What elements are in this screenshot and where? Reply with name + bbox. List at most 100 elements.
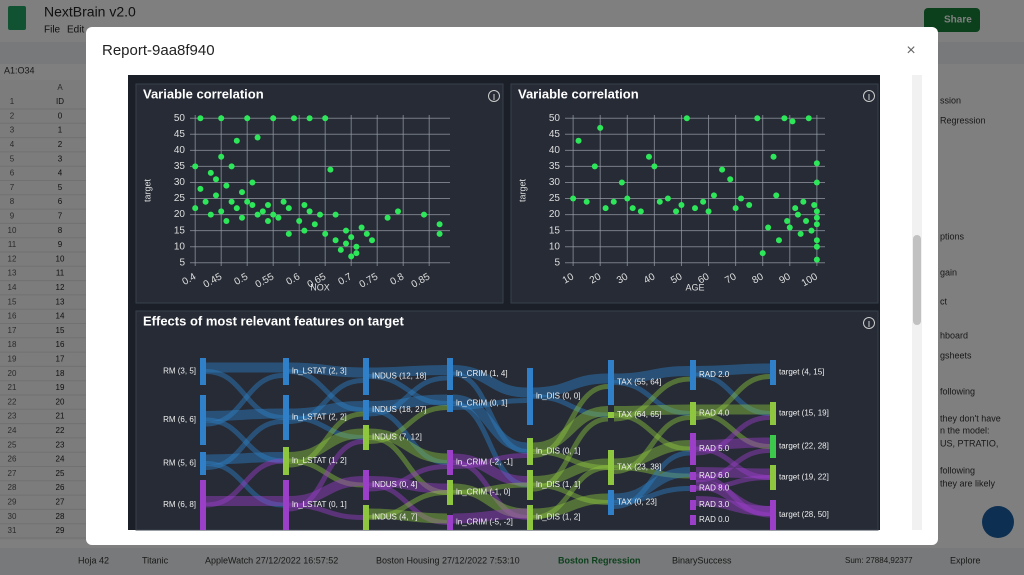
point xyxy=(813,221,820,228)
point xyxy=(645,153,652,160)
point xyxy=(678,201,685,208)
point xyxy=(575,137,582,144)
point xyxy=(207,169,214,176)
point xyxy=(228,198,235,205)
point xyxy=(244,115,251,122)
y-tick-label: 20 xyxy=(174,209,186,220)
point xyxy=(337,246,344,253)
point xyxy=(754,115,761,122)
sankey-node xyxy=(608,450,614,485)
info-icon[interactable] xyxy=(863,317,875,329)
sankey-link xyxy=(288,411,364,468)
sankey-link xyxy=(288,439,364,512)
sankey-node xyxy=(770,500,776,530)
x-tick-label: 40 xyxy=(642,271,658,286)
sankey-link xyxy=(288,401,364,419)
y-tick-label: 30 xyxy=(174,177,186,188)
y-tick-label: 25 xyxy=(549,193,561,204)
point xyxy=(805,115,812,122)
point xyxy=(275,214,282,221)
sankey-label: RAD 8.0 xyxy=(699,484,730,493)
sankey-node xyxy=(690,472,696,480)
sankey-node xyxy=(770,465,776,490)
point xyxy=(811,201,818,208)
sankey-label: RM (6, 6] xyxy=(163,415,196,424)
sankey-link xyxy=(695,411,771,449)
point xyxy=(207,211,214,218)
sankey-node xyxy=(770,435,776,458)
point xyxy=(285,230,292,237)
sankey-link xyxy=(368,405,448,444)
point xyxy=(384,214,391,221)
point xyxy=(800,198,807,205)
point xyxy=(789,118,796,125)
point xyxy=(322,230,329,237)
close-button[interactable]: × xyxy=(906,42,915,59)
x-tick-label: 50 xyxy=(669,271,685,286)
sankey-link xyxy=(205,417,284,464)
sankey-link xyxy=(368,490,448,520)
sankey-link xyxy=(613,412,691,452)
chart-title: Variable correlation xyxy=(518,86,639,101)
point xyxy=(213,176,219,183)
panel xyxy=(135,310,879,531)
x-tick-label: 90 xyxy=(777,271,793,286)
sankey-node xyxy=(200,395,206,445)
x-tick-label: 80 xyxy=(750,271,766,286)
y-tick-label: 20 xyxy=(549,209,561,220)
sankey-label: ln_LSTAT (2, 2] xyxy=(292,413,347,422)
sankey-label: RAD 4.0 xyxy=(699,409,730,418)
sankey-node xyxy=(608,360,614,405)
y-tick-label: 10 xyxy=(549,241,561,252)
sankey-node xyxy=(200,358,206,385)
point xyxy=(301,227,308,234)
panel xyxy=(135,83,504,304)
sankey-link xyxy=(613,440,691,469)
point xyxy=(786,224,793,231)
sankey-link xyxy=(695,374,771,420)
point xyxy=(436,221,443,228)
point xyxy=(348,253,355,260)
point xyxy=(602,205,609,212)
point xyxy=(223,182,230,189)
point xyxy=(421,211,427,218)
info-icon[interactable] xyxy=(863,90,875,102)
y-tick-label: 30 xyxy=(549,177,561,188)
info-icon[interactable] xyxy=(488,90,500,102)
sankey-node xyxy=(690,515,696,525)
sankey-link xyxy=(205,369,284,420)
sankey-link xyxy=(695,372,771,416)
point xyxy=(700,198,707,205)
point xyxy=(202,198,209,205)
sankey-link xyxy=(452,394,528,453)
sankey-label: RAD 3.0 xyxy=(699,500,730,509)
sankey-node xyxy=(283,358,289,385)
sankey-node xyxy=(527,505,533,530)
sankey-link xyxy=(613,404,691,416)
point xyxy=(369,237,375,244)
sankey-link xyxy=(452,483,528,519)
scroll-thumb[interactable] xyxy=(913,235,921,325)
point xyxy=(239,189,245,196)
point xyxy=(651,163,658,170)
sankey-link xyxy=(288,415,364,440)
sankey-label: RAD 6.0 xyxy=(699,471,730,480)
y-tick-label: 45 xyxy=(174,129,186,140)
sankey-link xyxy=(613,376,691,422)
sankey-link xyxy=(452,460,528,520)
y-tick-label: 45 xyxy=(549,129,561,140)
sankey-link xyxy=(205,458,284,508)
sankey-node xyxy=(770,360,776,385)
sankey-link xyxy=(613,486,691,505)
sankey-link xyxy=(532,465,609,520)
sankey-link xyxy=(695,415,771,456)
sankey-node xyxy=(283,395,289,440)
sankey-links xyxy=(205,362,771,525)
sankey-link xyxy=(368,375,448,417)
point xyxy=(254,211,261,218)
point xyxy=(436,230,443,237)
sankey-label: target (28, 50] xyxy=(779,510,829,519)
sankey-node xyxy=(447,480,453,505)
sankey-link xyxy=(532,482,609,505)
sankey-link xyxy=(613,465,691,479)
